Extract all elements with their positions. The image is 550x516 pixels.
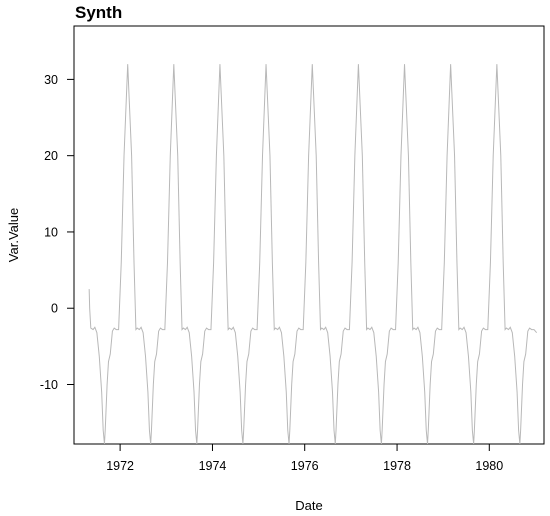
y-tick-label: 0	[51, 302, 58, 316]
x-tick-label: 1974	[199, 459, 227, 473]
series-line	[88, 64, 538, 445]
y-tick-label: 10	[44, 225, 58, 239]
y-axis-label: Var.Value	[6, 208, 21, 262]
x-tick-label: 1972	[106, 459, 134, 473]
x-tick-label: 1980	[475, 459, 503, 473]
plot-frame	[73, 25, 545, 445]
x-axis: 1972 1974 1976 1978 1980	[106, 444, 503, 473]
x-tick-label: 1978	[383, 459, 411, 473]
y-tick-label: 30	[44, 73, 58, 87]
y-axis: -10 0 10 20 30	[40, 73, 74, 392]
y-tick-label: -10	[40, 378, 58, 392]
x-axis-label: Date	[295, 498, 322, 513]
y-tick-label: 20	[44, 149, 58, 163]
chart-title: Synth	[75, 3, 122, 22]
x-tick-label: 1976	[291, 459, 319, 473]
